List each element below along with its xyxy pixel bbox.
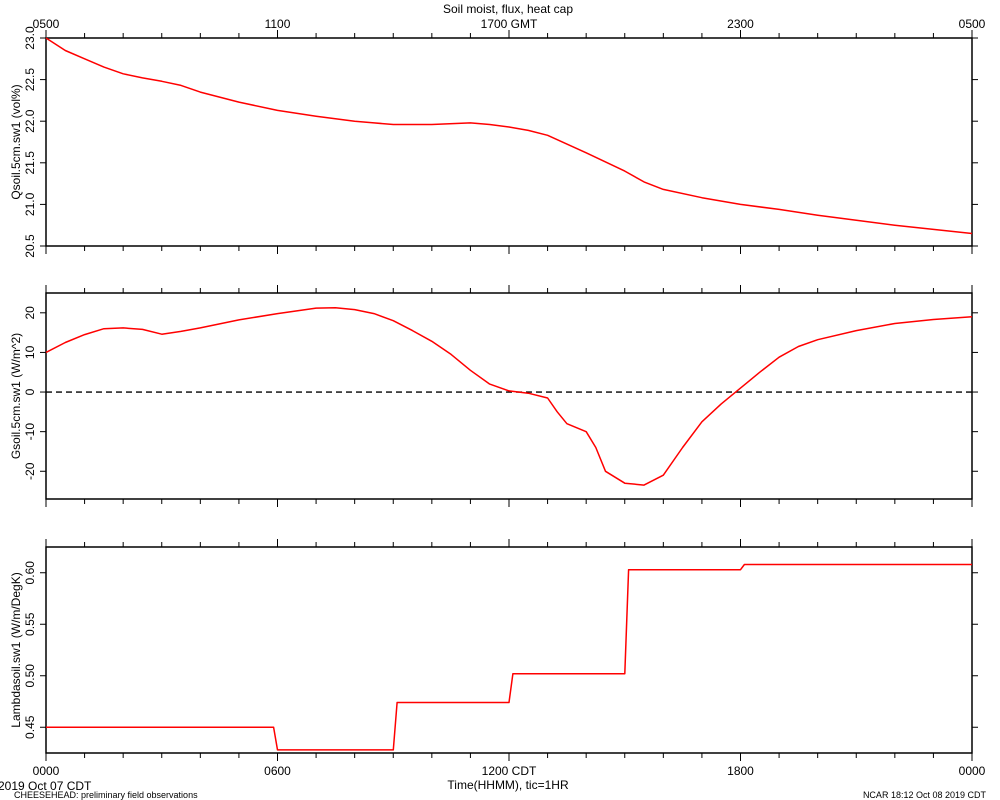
y-axis-label: Lambdasoil.sw1 (W/m/DegK) bbox=[9, 572, 23, 727]
y-tick-label: 23.0 bbox=[23, 26, 37, 50]
y-tick-label: 20 bbox=[23, 306, 37, 320]
bottom-tick-label: 0600 bbox=[264, 764, 291, 778]
plot-frame bbox=[45, 37, 973, 247]
plot-frame bbox=[45, 292, 973, 500]
plot-frame bbox=[45, 546, 973, 754]
top-tick-label: 1700 GMT bbox=[481, 17, 538, 31]
y-tick-label: 0.50 bbox=[23, 664, 37, 688]
y-tick-label: 20.5 bbox=[23, 234, 37, 258]
footer-left: CHEESEHEAD: preliminary field observatio… bbox=[14, 790, 198, 800]
y-tick-label: 10 bbox=[23, 345, 37, 359]
y-tick-label: 21.0 bbox=[23, 192, 37, 216]
bottom-tick-label: 0000 bbox=[959, 764, 986, 778]
y-tick-label: 22.0 bbox=[23, 109, 37, 133]
chart-title: Soil moist, flux, heat cap bbox=[443, 2, 573, 16]
y-tick-label: 21.5 bbox=[23, 151, 37, 175]
series-line bbox=[45, 37, 973, 235]
y-axis-label: Qsoil.5cm.sw1 (vol%) bbox=[9, 84, 23, 199]
y-tick-label: -20 bbox=[23, 462, 37, 480]
y-tick-label: 0.45 bbox=[23, 715, 37, 739]
chart-panels: 20.5 21.0 21.5 22.0 22.5 23.0 Qsoil.5cm.sw1 (v… bbox=[9, 17, 986, 778]
series-line bbox=[46, 563, 972, 751]
y-tick-label: -10 bbox=[23, 423, 37, 441]
top-tick-label: 0500 bbox=[959, 17, 986, 31]
bottom-tick-label: 1200 CDT bbox=[482, 764, 537, 778]
y-axis-label: Gsoil.5cm.sw1 (W/m^2) bbox=[9, 333, 23, 459]
date-label: 2019 Oct 07 CDT bbox=[0, 779, 92, 793]
bottom-tick-label: 0000 bbox=[33, 764, 60, 778]
x-axis-label: Time(HHMM), tic=1HR bbox=[447, 778, 569, 792]
y-tick-label: 0.55 bbox=[23, 612, 37, 636]
top-tick-label: 0500 bbox=[33, 17, 60, 31]
panel-1: 20.5 21.0 21.5 22.0 22.5 23.0 Qsoil.5cm.sw1 (v… bbox=[9, 26, 978, 258]
bottom-tick-label: 1800 bbox=[727, 764, 754, 778]
y-tick-label: 22.5 bbox=[23, 68, 37, 92]
top-tick-label: 1100 bbox=[265, 17, 291, 31]
top-tick-label: 2300 bbox=[727, 17, 754, 31]
series-line bbox=[45, 306, 973, 486]
y-tick-label: 0.60 bbox=[23, 561, 37, 585]
footer-right: NCAR 18:12 Oct 08 2019 CDT bbox=[862, 790, 986, 800]
y-tick-label: 0 bbox=[23, 388, 37, 395]
